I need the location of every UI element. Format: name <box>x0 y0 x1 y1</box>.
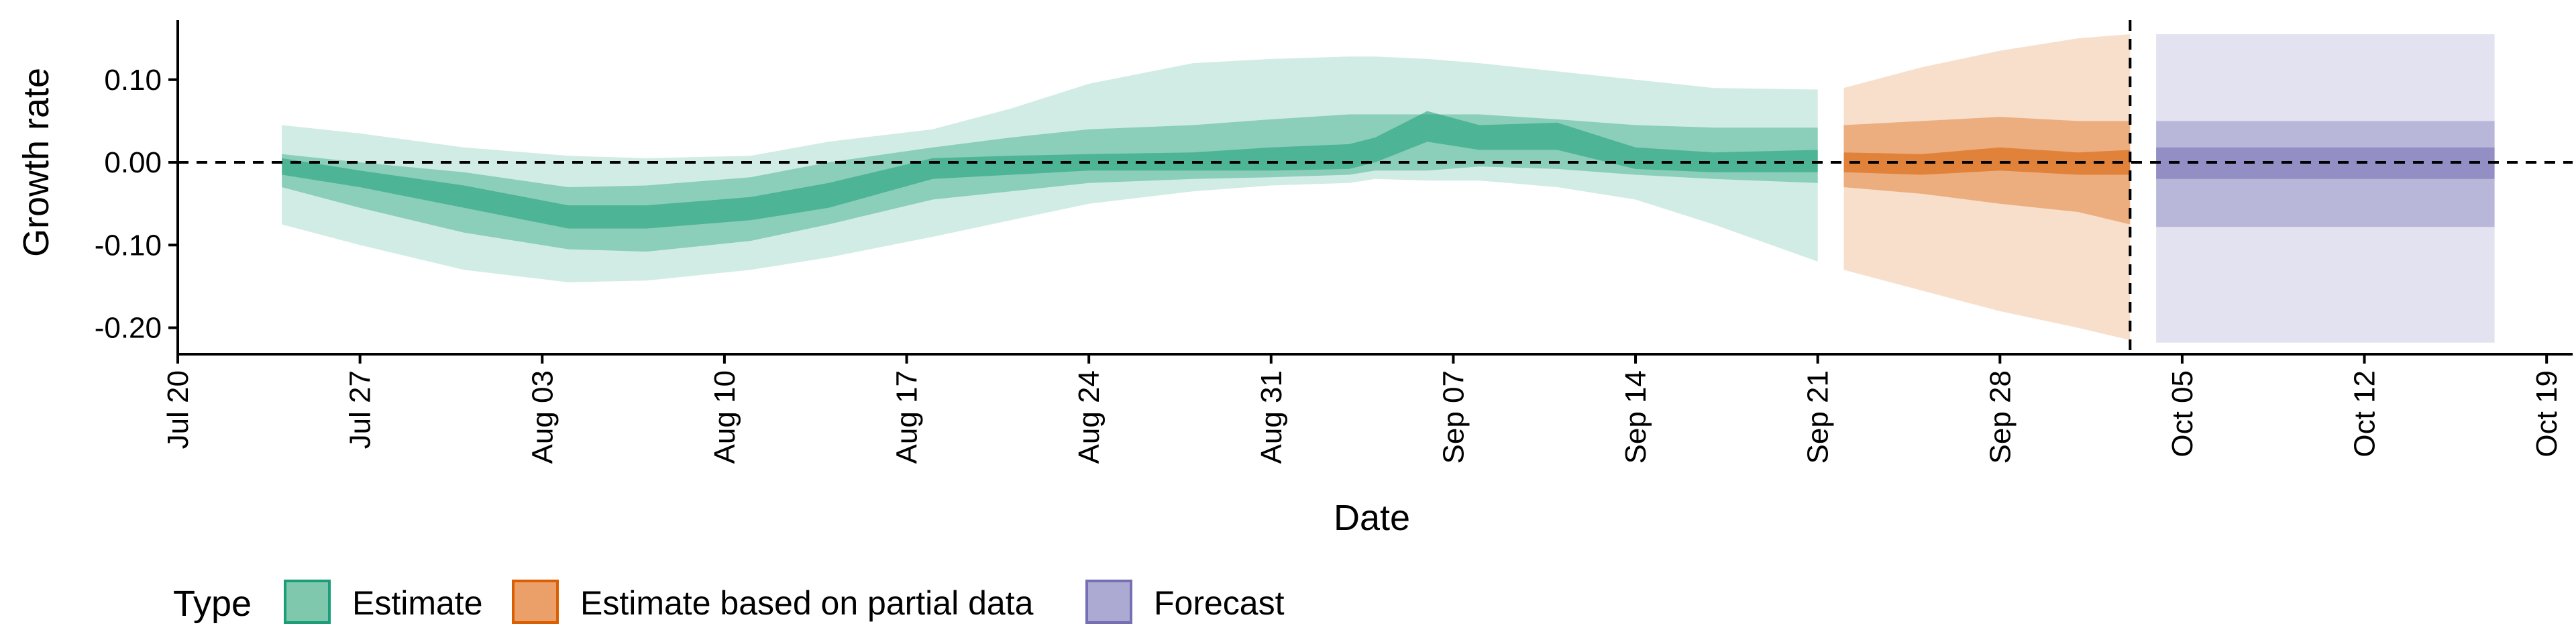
bands-layer <box>282 34 2495 343</box>
y-axis-title: Growth rate <box>16 68 56 257</box>
x-axis-title: Date <box>1334 498 1410 538</box>
legend: Type Estimate Estimate based on partial da… <box>173 580 1285 624</box>
legend-label-estimate-based-on-partial-data: Estimate based on partial data <box>580 584 1034 622</box>
x-tick-label: Jul 27 <box>344 370 377 449</box>
x-tick-label: Aug 10 <box>708 370 741 464</box>
y-tick-label: -0.20 <box>95 312 162 345</box>
x-tick-label: Sep 14 <box>1619 370 1652 464</box>
x-tick-label: Jul 20 <box>162 370 195 449</box>
x-tick-label: Aug 17 <box>891 370 924 464</box>
x-tick-label: Oct 19 <box>2530 370 2563 458</box>
x-tick-label: Aug 24 <box>1073 370 1106 464</box>
forecast-band-90 <box>2156 34 2495 343</box>
reference-lines <box>178 20 2573 354</box>
x-tick-label: Oct 05 <box>2166 370 2199 458</box>
estimate-band-20 <box>282 111 1818 229</box>
x-tick-label: Sep 21 <box>1802 370 1835 464</box>
y-tick-label: 0.10 <box>104 64 162 97</box>
estimate-based-on-partial-data-band-90 <box>1843 34 2131 340</box>
legend-title: Type <box>173 584 252 624</box>
x-tick-label: Aug 03 <box>526 370 559 464</box>
x-tick-label: Oct 12 <box>2349 370 2381 458</box>
legend-label-estimate: Estimate <box>352 584 483 622</box>
legend-key-estimate-based-on-partial-data <box>512 580 559 624</box>
x-tick-label: Sep 28 <box>1984 370 2017 464</box>
y-tick-label: 0.00 <box>104 146 162 179</box>
y-tick-label: -0.10 <box>95 229 162 262</box>
x-tick-label: Aug 31 <box>1255 370 1288 464</box>
legend-key-estimate <box>284 580 331 624</box>
x-tick-label: Sep 07 <box>1437 370 1470 464</box>
legend-label-forecast: Forecast <box>1154 584 1285 622</box>
legend-key-forecast <box>1085 580 1132 624</box>
